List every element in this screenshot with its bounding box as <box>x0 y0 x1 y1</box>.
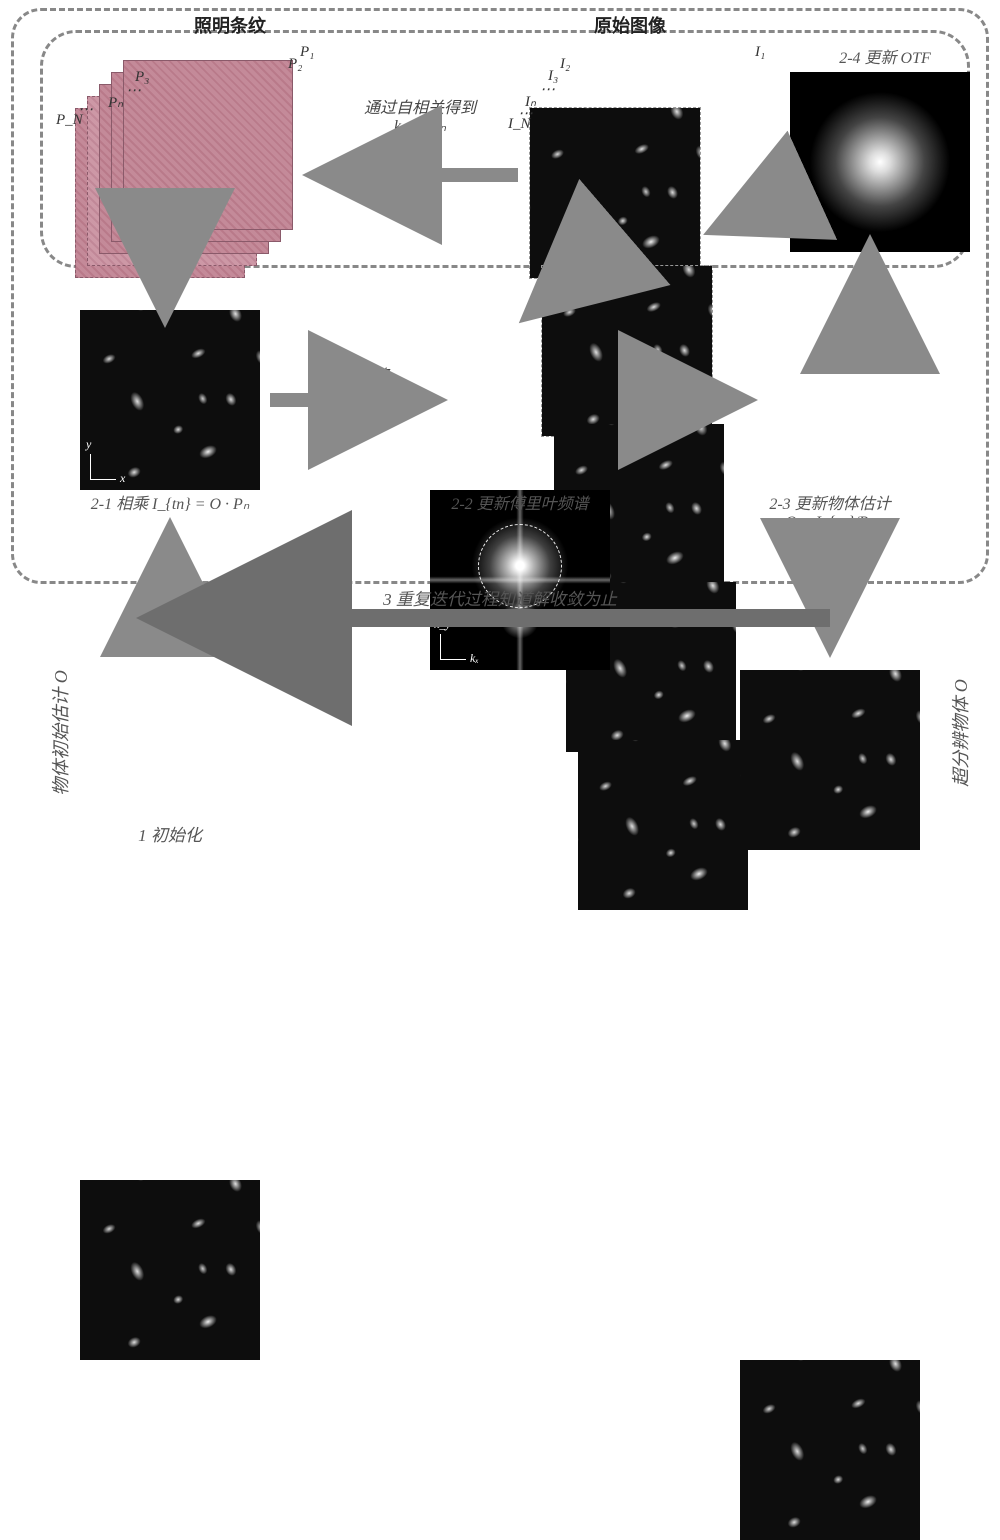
label-I2: I₂ <box>560 56 570 73</box>
title-stripes: 照明条纹 <box>160 12 300 38</box>
label-autocorr-line1: 通过自相关得到 <box>364 100 476 117</box>
label-iterate: 3 重复迭代过程知道解收敛为止 <box>300 590 700 610</box>
label-Idots: ⋯ <box>540 80 553 99</box>
tile-step23 <box>740 670 920 850</box>
caption-step23-a: 2-3 更新物体估计 <box>769 496 890 513</box>
axis-y: y <box>86 437 91 452</box>
tile-otf <box>790 72 970 252</box>
caption-step24: 2-4 更新 OTF <box>800 50 970 68</box>
title-raw: 原始图像 <box>560 12 700 38</box>
label-I1: I₁ <box>755 44 765 61</box>
axis-kx: kₓ <box>470 651 479 666</box>
label-IN: I_N <box>508 116 531 133</box>
tile-step21: y x <box>80 310 260 490</box>
label-Pn: Pₙ <box>108 93 123 112</box>
raw-stack <box>530 60 760 290</box>
tile-super <box>740 1360 920 1540</box>
vlabel-left: 物体初始估计 O <box>47 643 73 823</box>
axis-x: x <box>120 471 125 486</box>
label-ft: 傅里叶变换 <box>290 368 410 386</box>
label-autocorr-line2: k₀ 和 φₙ <box>394 118 446 135</box>
caption-step23: 2-3 更新物体估计 O = I_{tn}/Pₙ <box>720 496 940 533</box>
vlabel-right: 超分辨物体 O <box>947 653 973 813</box>
label-P2: P₂ <box>288 56 302 73</box>
caption-step23-b: O = I_{tn}/Pₙ <box>785 514 875 531</box>
caption-step22: 2-2 更新傅里叶频谱 <box>420 496 620 514</box>
label-autocorr: 通过自相关得到 k₀ 和 φₙ <box>340 100 500 137</box>
caption-init: 1 初始化 <box>110 826 230 846</box>
tile-fourier: k_y kₓ <box>430 490 610 670</box>
label-PN: P_N <box>56 112 83 129</box>
label-Pdots: ⋯ <box>126 81 139 100</box>
axis-ky: k_y <box>434 617 451 632</box>
caption-step21: 2-1 相乘 I_{tn} = O · Pₙ <box>55 496 285 514</box>
tile-init <box>80 1180 260 1360</box>
